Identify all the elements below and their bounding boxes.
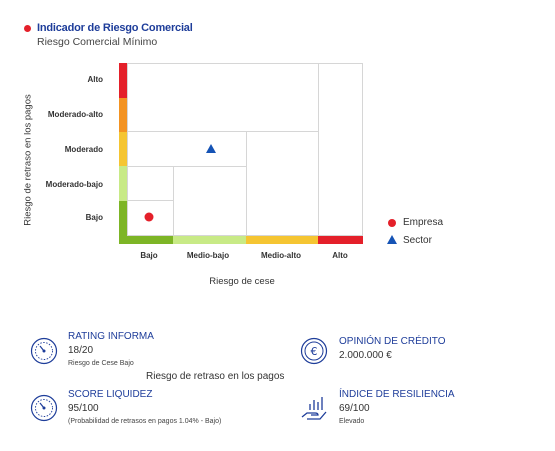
header-bullet-icon	[24, 25, 31, 32]
marker-sector	[206, 144, 216, 153]
liquidity-note: (Probabilidad de retrasos en pagos 1.04%…	[68, 418, 222, 425]
x-scale-medio-alto	[246, 236, 318, 244]
y-scale-moderado	[119, 132, 127, 166]
gauge-icon	[30, 394, 58, 422]
matrix-grid	[127, 63, 363, 236]
y-tick-moderado: Moderado	[64, 145, 103, 154]
credit-value: 2.000.000 €	[339, 350, 392, 361]
resilience-title: ÍNDICE DE RESILIENCIA	[339, 389, 455, 400]
x-tick-alto: Alto	[332, 251, 348, 260]
legend-sector: Sector	[403, 235, 432, 246]
credit-title: OPINIÓN DE CRÉDITO	[339, 336, 446, 347]
y-tick-moderado-bajo: Moderado-bajo	[45, 180, 103, 189]
x-scale-alto	[318, 236, 363, 244]
hand-chart-icon	[301, 397, 327, 420]
legend-empresa: Empresa	[403, 217, 444, 228]
euro-coin-icon: €	[300, 337, 328, 365]
rating-title: RATING INFORMA	[68, 331, 154, 342]
gauge-icon	[30, 337, 58, 365]
x-tick-medio-alto: Medio-alto	[261, 251, 301, 260]
middle-label: Riesgo de retraso en los pagos	[146, 371, 285, 382]
header-title: Indicador de Riesgo Comercial	[37, 22, 193, 34]
rating-note: Riesgo de Cese Bajo	[68, 360, 134, 367]
liquidity-title: SCORE LIQUIDEZ	[68, 389, 153, 400]
y-scale-bajo	[119, 201, 127, 244]
marker-empresa	[144, 212, 154, 222]
risk-matrix-chart	[119, 63, 363, 244]
y-scale-alto	[119, 63, 127, 98]
y-tick-bajo: Bajo	[85, 213, 103, 222]
x-axis-title: Riesgo de cese	[209, 276, 275, 287]
y-tick-moderado-alto: Moderado-alto	[47, 110, 103, 119]
rating-value: 18/20	[68, 345, 94, 356]
resilience-note: Elevado	[339, 418, 365, 425]
x-tick-medio-bajo: Medio-bajo	[186, 251, 230, 260]
header-subtitle: Riesgo Comercial Mínimo	[37, 36, 158, 48]
x-tick-bajo: Bajo	[140, 251, 158, 260]
resilience-value: 69/100	[339, 403, 370, 414]
y-tick-alto: Alto	[87, 75, 103, 84]
legend-circle-icon	[388, 219, 396, 227]
x-scale-medio-bajo	[173, 236, 246, 244]
svg-text:€: €	[311, 345, 318, 358]
y-scale-moderado-bajo	[119, 166, 127, 201]
legend-triangle-icon	[387, 235, 397, 244]
y-scale-moderado-alto	[119, 98, 127, 132]
x-scale-bajo	[119, 236, 173, 244]
liquidity-value: 95/100	[68, 403, 99, 414]
